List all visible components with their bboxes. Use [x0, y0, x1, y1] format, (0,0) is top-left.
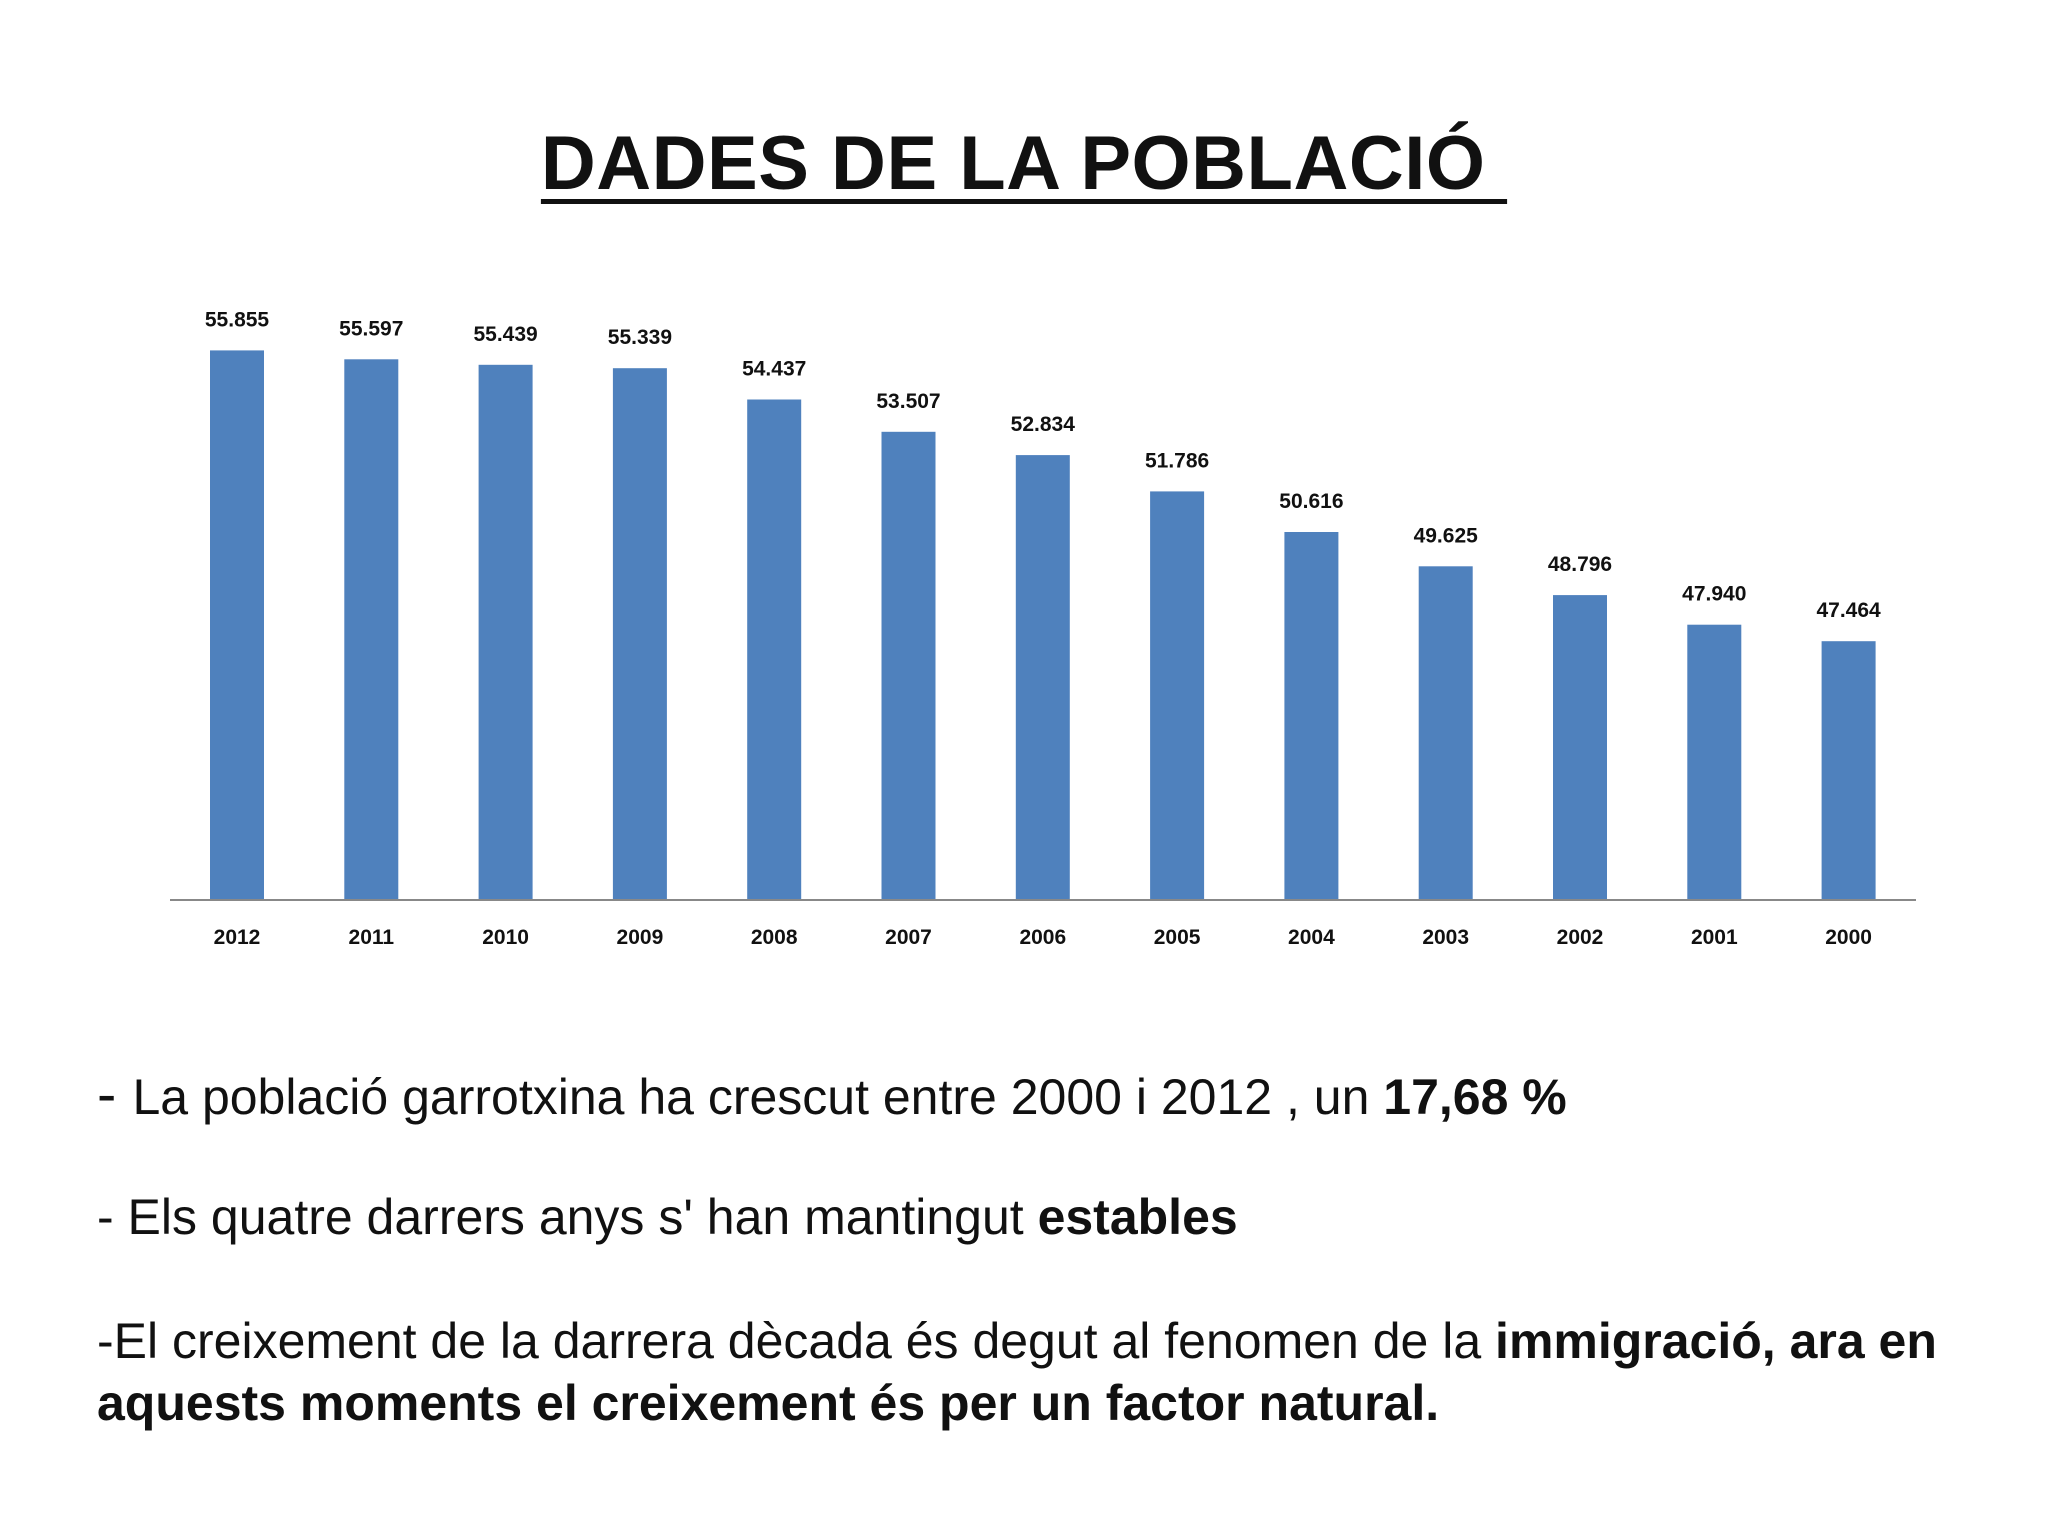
bar-2008: [747, 399, 802, 900]
tick-label-2009: 2009: [617, 926, 664, 949]
value-label-2002: 48.796: [1548, 553, 1612, 576]
bar-2007: [881, 431, 936, 900]
value-label-2003: 49.625: [1414, 524, 1479, 547]
bar-2000: [1821, 641, 1876, 900]
value-label-2009: 55.339: [608, 326, 672, 349]
bar-2004: [1284, 532, 1339, 900]
bullet-text: -El creixement de la darrera dècada és d…: [97, 1313, 1496, 1369]
value-label-2012: 55.855: [205, 308, 270, 331]
bar-2001: [1687, 624, 1742, 900]
value-label-2011: 55.597: [339, 317, 403, 340]
tick-label-2011: 2011: [349, 926, 395, 949]
bullet-text: La població garrotxina ha crescut entre …: [132, 1069, 1384, 1125]
tick-labels-layer: 2012 2011 2010 2009 2008 2007 2006 2005 2004 2003…: [214, 926, 1872, 949]
value-labels-layer: 55.855 55.597 55.439 55.339 54.437 53.507 52.8…: [205, 308, 1881, 622]
tick-label-2007: 2007: [885, 926, 932, 949]
value-label-2006: 52.834: [1011, 413, 1076, 436]
tick-label-2002: 2002: [1557, 926, 1604, 949]
bar-2012: [210, 350, 264, 900]
bar-2011: [344, 359, 399, 900]
bar-2009: [612, 368, 667, 900]
value-label-2008: 54.437: [742, 358, 806, 381]
bullet-highlight: immigració, ara en aquests moments el cr…: [97, 1313, 1937, 1431]
tick-label-2010: 2010: [482, 926, 529, 949]
population-bar-chart: 55.855 55.597 55.439 55.339 54.437 53.507 52.8…: [170, 308, 1916, 949]
bar-2003: [1418, 566, 1473, 900]
slide-title: DADES DE LA POBLACIÓ: [540, 121, 1508, 206]
tick-label-2006: 2006: [1019, 926, 1066, 949]
bullet-stable-years: - Els quatre darrers anys s' han manting…: [97, 1186, 1977, 1248]
bars-layer: [210, 350, 1876, 900]
bar-2002: [1553, 595, 1607, 900]
bar-2005: [1150, 491, 1205, 900]
value-label-2004: 50.616: [1279, 490, 1343, 513]
bullet-highlight: estables: [1037, 1189, 1238, 1245]
bullet-text: - Els quatre darrers anys s' han manting…: [97, 1189, 1038, 1245]
bullet-highlight: 17,68 %: [1383, 1069, 1567, 1125]
value-label-2007: 53.507: [876, 390, 940, 413]
tick-label-2012: 2012: [214, 926, 261, 949]
tick-label-2001: 2001: [1691, 926, 1738, 949]
tick-label-2000: 2000: [1825, 926, 1872, 949]
tick-label-2003: 2003: [1422, 926, 1469, 949]
bullet-dash: -: [97, 1062, 133, 1127]
tick-label-2004: 2004: [1288, 926, 1335, 949]
bullet-population-growth: - La població garrotxina ha crescut entr…: [97, 1064, 1977, 1128]
value-label-2005: 51.786: [1145, 449, 1209, 472]
tick-label-2008: 2008: [751, 926, 798, 949]
bar-2010: [478, 364, 533, 900]
value-label-2010: 55.439: [473, 323, 537, 346]
value-label-2000: 47.464: [1816, 599, 1881, 622]
bullet-immigration: -El creixement de la darrera dècada és d…: [97, 1310, 1977, 1434]
bar-2006: [1015, 455, 1070, 900]
value-label-2001: 47.940: [1682, 583, 1746, 606]
tick-label-2005: 2005: [1154, 926, 1201, 949]
